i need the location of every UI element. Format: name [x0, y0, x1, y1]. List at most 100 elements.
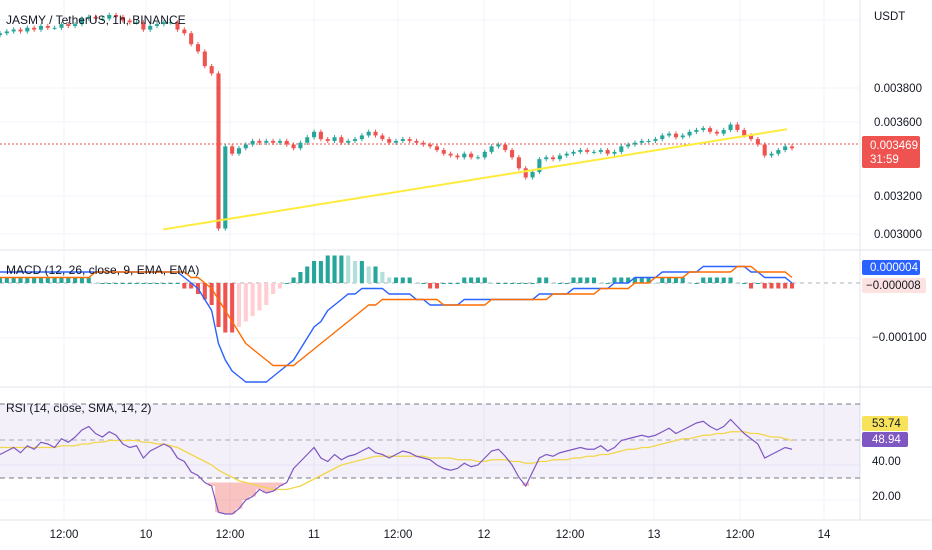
macd-hist-bar: [114, 283, 119, 284]
macd-hist-bar: [612, 277, 617, 283]
candle: [202, 51, 207, 67]
rsi-oversold-fill: [208, 482, 530, 514]
candle: [680, 135, 685, 138]
macd-hist-bar: [332, 255, 337, 283]
candle: [387, 139, 392, 143]
trendline[interactable]: [163, 128, 788, 231]
candle: [530, 171, 535, 178]
rsi-title[interactable]: RSI (14, close, SMA, 14, 2): [6, 401, 151, 415]
macd-hist-bar: [230, 283, 235, 333]
candle: [598, 150, 603, 152]
macd-hist-bar: [4, 277, 9, 283]
candle: [407, 139, 412, 141]
candle: [79, 18, 84, 25]
candle: [141, 22, 146, 30]
candle: [127, 20, 132, 23]
macd-hist-bar: [359, 261, 364, 283]
rsi-ma-value: 53.74: [872, 418, 901, 430]
macd-hist-bar: [496, 283, 501, 284]
macd-hist-bar: [462, 277, 467, 283]
candle: [544, 157, 549, 160]
candle: [639, 140, 644, 143]
candle: [325, 139, 330, 141]
macd-hist-bar: [387, 277, 392, 283]
macd-hist-bar: [694, 283, 699, 284]
candle: [114, 15, 119, 17]
candles: [0, 12, 795, 231]
macd-hist-bar: [257, 283, 262, 311]
candle: [332, 137, 337, 141]
macd-hist-bar: [339, 255, 344, 283]
macd-hist-bar: [626, 277, 631, 283]
macd-hist-bar: [701, 277, 706, 283]
candle: [414, 140, 419, 143]
macd-title[interactable]: MACD (12, 26, close, 9, EMA, EMA): [6, 263, 199, 277]
candle: [428, 144, 433, 147]
macd-tick: −0.000100: [872, 332, 927, 344]
candle: [523, 168, 528, 178]
rsi-value: 48.94: [872, 434, 901, 446]
currency-label[interactable]: USDT: [874, 11, 905, 23]
candle: [93, 16, 98, 19]
macd-hist-bar: [605, 283, 610, 284]
macd-hist-bar: [667, 277, 672, 283]
candle: [434, 146, 440, 151]
macd-hist-bar: [482, 277, 487, 283]
candle: [134, 22, 139, 24]
macd-hist-bar: [414, 283, 419, 284]
macd-hist-bar: [154, 283, 160, 284]
candle: [721, 129, 726, 134]
candle: [264, 140, 269, 143]
symbol-title[interactable]: JASMY / TetherUS, 1h, BINANCE: [6, 13, 186, 27]
macd-hist-bar: [598, 283, 603, 284]
macd-hist-bar: [216, 283, 221, 327]
candle: [284, 140, 289, 145]
macd-hist-bar: [680, 277, 685, 283]
macd-hist-bar: [523, 283, 528, 284]
candle: [441, 150, 446, 154]
macd-hist-bar: [516, 283, 521, 284]
candle: [346, 140, 351, 143]
candle: [148, 25, 153, 30]
time-label: 10: [140, 529, 153, 541]
candle: [52, 27, 57, 29]
macd-hist-bar: [619, 277, 624, 283]
macd-hist-bar: [591, 277, 597, 283]
macd-hist-bar: [400, 277, 405, 283]
signal-line: [0, 265, 793, 367]
candle: [250, 140, 255, 145]
candle: [277, 140, 282, 143]
macd-hist-bar: [578, 277, 583, 283]
macd-hist-bar: [202, 283, 207, 300]
macd-hist-bar: [407, 277, 412, 283]
candle: [557, 155, 562, 160]
candle: [18, 29, 23, 32]
candle: [120, 16, 125, 21]
macd-hist-bar: [721, 277, 726, 283]
grid: [0, 0, 860, 520]
macd-hist-bar: [298, 272, 303, 283]
candle: [59, 24, 64, 28]
macd-hist-bar: [510, 283, 515, 284]
candle: [175, 22, 180, 30]
macd-hist-bar: [421, 283, 426, 284]
macd-hist-bar: [305, 266, 310, 283]
macd-hist-bar: [100, 283, 105, 284]
candle: [209, 66, 214, 74]
candle: [667, 133, 672, 136]
macd-hist-bar: [742, 283, 747, 284]
candle: [195, 44, 201, 52]
macd-hist-bar: [352, 261, 358, 283]
macd-hist-bar: [550, 283, 556, 284]
candle: [728, 124, 733, 130]
macd-hist-bar: [434, 283, 440, 289]
macd-hist-bar: [325, 255, 330, 283]
candle: [291, 144, 296, 149]
rsi-line: [0, 418, 793, 515]
candle: [4, 31, 9, 34]
macd-hist-bar: [11, 277, 16, 283]
macd-hist-bar: [687, 283, 692, 284]
candle: [714, 131, 719, 134]
candle: [216, 73, 221, 229]
